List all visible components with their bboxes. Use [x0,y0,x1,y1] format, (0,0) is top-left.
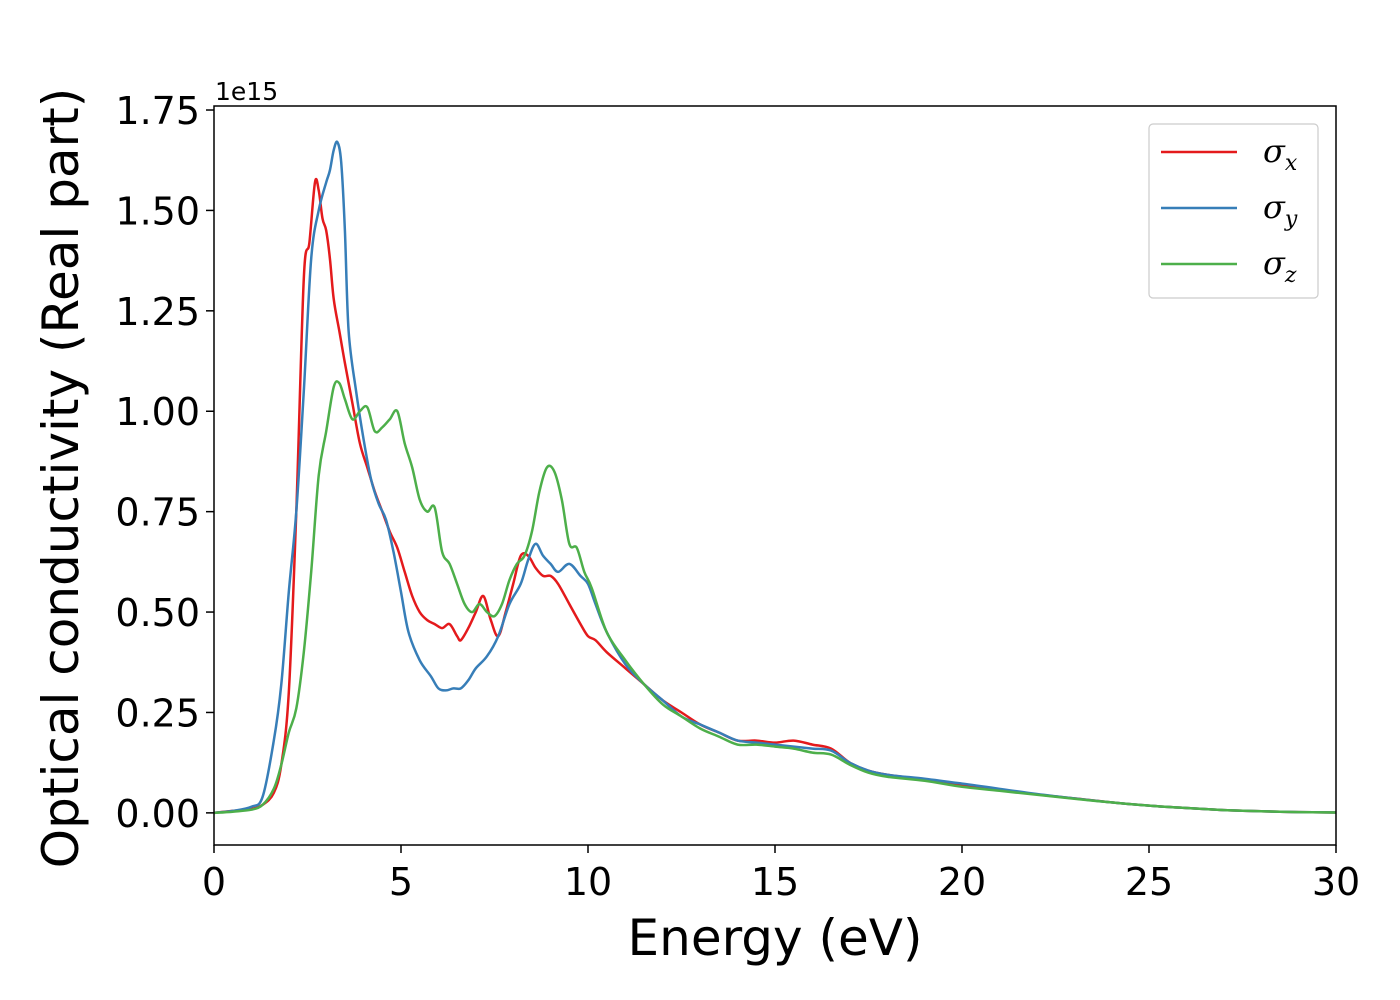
x-axis-label: Energy (eV) [628,909,923,967]
legend-subscript: x [1285,151,1298,176]
legend-symbol: σ [1263,188,1286,226]
x-tick-label: 5 [389,860,413,904]
legend-symbol: σ [1263,132,1286,170]
x-tick-label: 15 [751,860,799,904]
legend-label-z: σz [1263,244,1297,288]
y-tick-label: 1.75 [115,89,200,133]
legend-label-x: σx [1263,132,1298,176]
y-tick-label: 0.00 [115,792,200,836]
y-tick-label: 1.50 [115,189,200,233]
x-tick-label: 25 [1125,860,1173,904]
legend-label-y: σy [1263,188,1298,232]
legend-symbol: σ [1263,244,1286,282]
legend-subscript: z [1284,263,1297,288]
y-axis-offset-label: 1e15 [215,77,278,106]
y-tick-label: 0.25 [115,691,200,735]
x-tick-label: 0 [202,860,226,904]
series-line-y [213,140,1337,815]
y-tick-label: 0.75 [115,491,200,535]
y-tick-label: 1.25 [115,290,200,334]
legend-box [1148,123,1319,299]
y-axis-ticks: 0.00 0.25 0.50 0.75 1.00 1.25 1.50 1.75 [115,89,214,836]
y-axis-label: Optical conductivity (Real part) [32,88,90,869]
x-axis-ticks: 0 5 10 15 20 25 30 [202,845,1360,904]
x-tick-label: 30 [1312,860,1360,904]
legend-subscript: y [1284,207,1298,232]
plot-lines [213,140,1337,815]
series-line-z [213,380,1337,815]
y-tick-label: 1.00 [115,390,200,434]
x-tick-label: 20 [938,860,986,904]
x-tick-label: 10 [564,860,612,904]
y-tick-label: 0.50 [115,591,200,635]
